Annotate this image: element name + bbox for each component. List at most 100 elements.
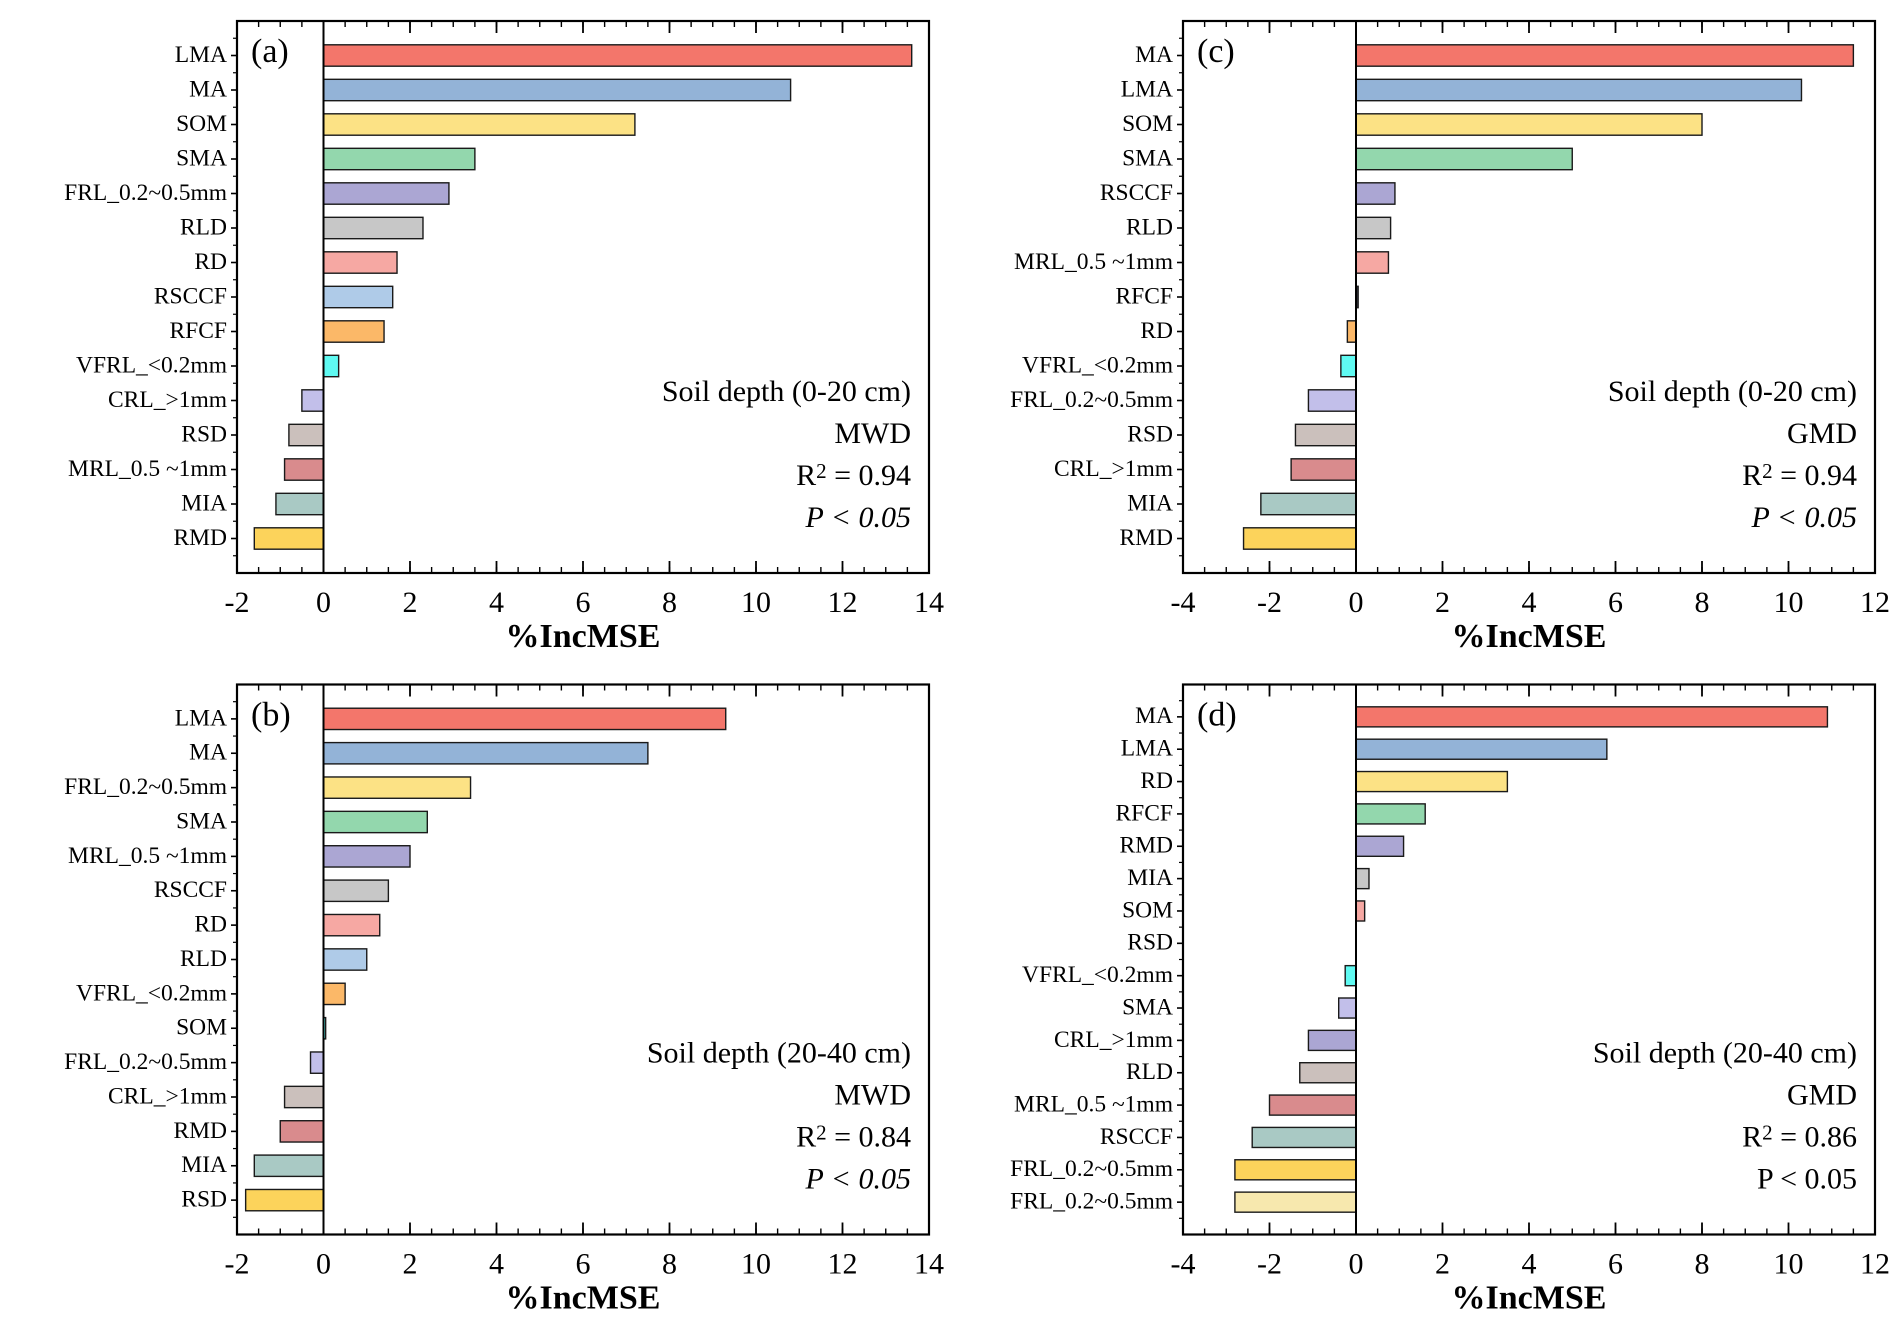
- svg-text:MA: MA: [189, 76, 227, 102]
- svg-text:MIA: MIA: [1127, 490, 1173, 516]
- svg-text:LMA: LMA: [1121, 76, 1173, 102]
- svg-text:Soil depth (20-40 cm): Soil depth (20-40 cm): [647, 1036, 911, 1069]
- svg-text:-4: -4: [1171, 586, 1196, 619]
- svg-text:RFCF: RFCF: [170, 318, 228, 344]
- svg-text:MRL_0.5 ~1mm: MRL_0.5 ~1mm: [1014, 249, 1173, 275]
- svg-text:P < 0.05: P < 0.05: [1757, 1162, 1857, 1195]
- svg-text:MWD: MWD: [834, 1078, 911, 1111]
- svg-text:2: 2: [1435, 1247, 1450, 1280]
- svg-text:%IncMSE: %IncMSE: [1452, 1279, 1607, 1316]
- svg-text:-4: -4: [1171, 1247, 1196, 1280]
- svg-text:CRL_>1mm: CRL_>1mm: [108, 1083, 227, 1109]
- svg-text:LMA: LMA: [1121, 735, 1173, 761]
- svg-text:SMA: SMA: [1122, 994, 1173, 1020]
- svg-text:RD: RD: [1140, 318, 1173, 344]
- svg-text:-2: -2: [225, 1247, 250, 1280]
- svg-text:2: 2: [403, 586, 418, 619]
- svg-text:10: 10: [1774, 1247, 1804, 1280]
- svg-text:%IncMSE: %IncMSE: [506, 1279, 661, 1316]
- svg-text:MRL_0.5 ~1mm: MRL_0.5 ~1mm: [68, 842, 227, 868]
- svg-text:12: 12: [828, 586, 858, 619]
- svg-text:LMA: LMA: [175, 705, 227, 731]
- svg-text:P < 0.05: P < 0.05: [804, 501, 911, 534]
- svg-text:R2 = 0.94: R2 = 0.94: [1742, 459, 1857, 492]
- svg-text:RMD: RMD: [1119, 832, 1173, 858]
- svg-text:RLD: RLD: [1126, 214, 1173, 240]
- svg-text:SMA: SMA: [176, 808, 227, 834]
- svg-text:SOM: SOM: [176, 111, 227, 137]
- svg-text:RMD: RMD: [173, 1117, 227, 1143]
- svg-text:8: 8: [662, 1247, 677, 1280]
- svg-text:FRL_0.2~0.5mm: FRL_0.2~0.5mm: [1010, 387, 1173, 413]
- svg-text:RSCCF: RSCCF: [154, 283, 227, 309]
- svg-text:0: 0: [316, 586, 331, 619]
- svg-text:10: 10: [741, 1247, 771, 1280]
- svg-text:12: 12: [1860, 586, 1890, 619]
- svg-text:RSCCF: RSCCF: [1100, 180, 1173, 206]
- svg-text:RMD: RMD: [173, 525, 227, 551]
- svg-text:RFCF: RFCF: [1116, 283, 1174, 309]
- svg-text:LMA: LMA: [175, 42, 227, 68]
- svg-text:4: 4: [1522, 1247, 1537, 1280]
- svg-text:Soil depth (0-20 cm): Soil depth (0-20 cm): [1608, 375, 1857, 408]
- svg-text:RLD: RLD: [180, 945, 227, 971]
- svg-text:6: 6: [576, 1247, 591, 1280]
- svg-text:SMA: SMA: [176, 145, 227, 171]
- svg-text:FRL_0.2~0.5mm: FRL_0.2~0.5mm: [1010, 1188, 1173, 1214]
- svg-text:MIA: MIA: [181, 1152, 227, 1178]
- svg-text:RSD: RSD: [181, 1186, 227, 1212]
- svg-text:RLD: RLD: [1126, 1059, 1173, 1085]
- svg-text:MIA: MIA: [181, 490, 227, 516]
- svg-text:Soil depth (0-20 cm): Soil depth (0-20 cm): [662, 375, 911, 408]
- svg-text:(a): (a): [251, 33, 289, 70]
- svg-text:4: 4: [489, 586, 504, 619]
- svg-text:FRL_0.2~0.5mm: FRL_0.2~0.5mm: [64, 1049, 227, 1075]
- svg-text:0: 0: [1349, 586, 1364, 619]
- svg-text:4: 4: [1522, 586, 1537, 619]
- svg-text:VFRL_<0.2mm: VFRL_<0.2mm: [1022, 962, 1173, 988]
- svg-text:12: 12: [1860, 1247, 1890, 1280]
- svg-text:P < 0.05: P < 0.05: [804, 1162, 911, 1195]
- svg-text:10: 10: [741, 586, 771, 619]
- svg-text:(d): (d): [1197, 696, 1237, 733]
- svg-text:SOM: SOM: [176, 1014, 227, 1040]
- svg-text:-2: -2: [1257, 586, 1282, 619]
- svg-text:RFCF: RFCF: [1116, 800, 1174, 826]
- svg-text:MIA: MIA: [1127, 865, 1173, 891]
- svg-text:RSD: RSD: [181, 421, 227, 447]
- svg-text:VFRL_<0.2mm: VFRL_<0.2mm: [76, 980, 227, 1006]
- svg-text:%IncMSE: %IncMSE: [1452, 618, 1607, 655]
- svg-text:FRL_0.2~0.5mm: FRL_0.2~0.5mm: [64, 774, 227, 800]
- svg-text:8: 8: [1695, 586, 1710, 619]
- svg-text:6: 6: [1608, 1247, 1623, 1280]
- svg-text:RD: RD: [194, 911, 227, 937]
- svg-text:8: 8: [662, 586, 677, 619]
- svg-text:RMD: RMD: [1119, 525, 1173, 551]
- svg-text:0: 0: [316, 1247, 331, 1280]
- svg-text:%IncMSE: %IncMSE: [506, 618, 661, 655]
- svg-text:GMD: GMD: [1787, 417, 1857, 450]
- svg-text:6: 6: [1608, 586, 1623, 619]
- svg-text:R2 = 0.94: R2 = 0.94: [796, 459, 911, 492]
- svg-text:-2: -2: [225, 586, 250, 619]
- svg-text:14: 14: [914, 1247, 944, 1280]
- svg-text:MRL_0.5 ~1mm: MRL_0.5 ~1mm: [68, 456, 227, 482]
- svg-text:MA: MA: [189, 739, 227, 765]
- svg-text:4: 4: [489, 1247, 504, 1280]
- svg-text:(c): (c): [1197, 33, 1235, 70]
- svg-text:RSD: RSD: [1127, 929, 1173, 955]
- svg-text:Soil depth (20-40 cm): Soil depth (20-40 cm): [1593, 1036, 1857, 1069]
- svg-text:8: 8: [1695, 1247, 1710, 1280]
- svg-text:MWD: MWD: [834, 417, 911, 450]
- svg-text:RLD: RLD: [180, 214, 227, 240]
- svg-text:RSCCF: RSCCF: [154, 877, 227, 903]
- svg-text:VFRL_<0.2mm: VFRL_<0.2mm: [1022, 352, 1173, 378]
- svg-text:MA: MA: [1135, 42, 1173, 68]
- svg-text:RSCCF: RSCCF: [1100, 1123, 1173, 1149]
- svg-text:MRL_0.5 ~1mm: MRL_0.5 ~1mm: [1014, 1091, 1173, 1117]
- svg-text:6: 6: [576, 586, 591, 619]
- svg-text:-2: -2: [1257, 1247, 1282, 1280]
- svg-text:GMD: GMD: [1787, 1078, 1857, 1111]
- svg-text:P < 0.05: P < 0.05: [1750, 501, 1857, 534]
- svg-text:RSD: RSD: [1127, 421, 1173, 447]
